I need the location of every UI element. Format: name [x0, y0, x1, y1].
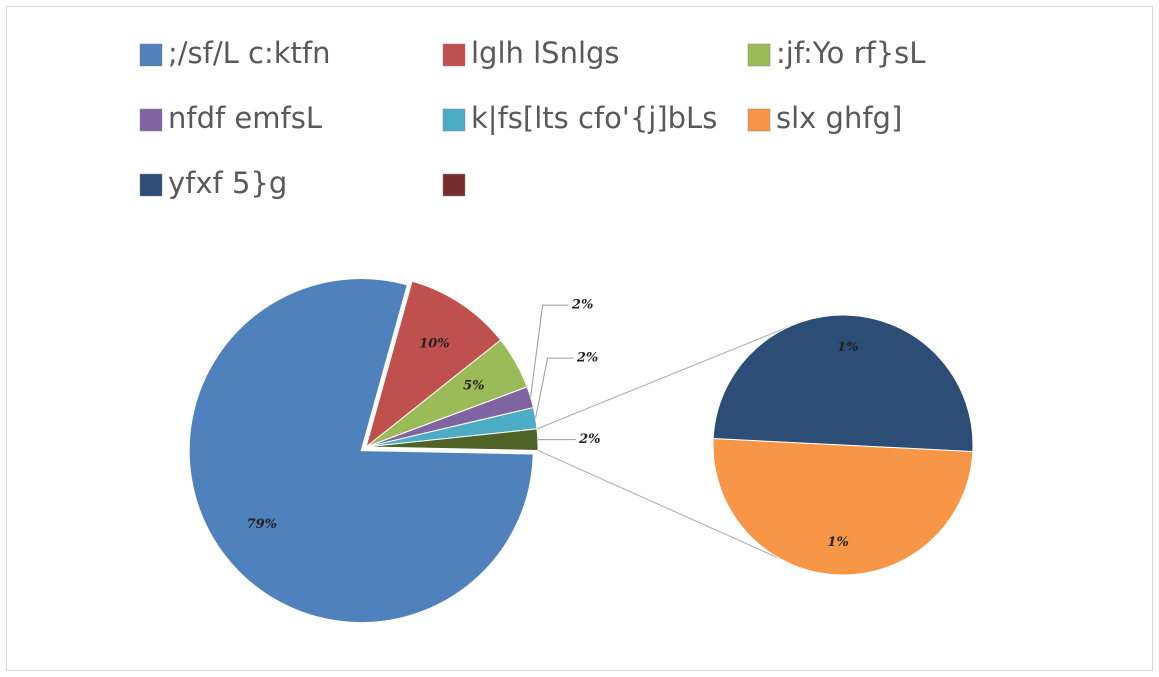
- legend-label: slx ghfg]: [776, 101, 902, 135]
- connector-line: [536, 320, 804, 430]
- legend-swatch: [139, 108, 163, 132]
- legend-swatch: [139, 173, 163, 197]
- pie-slice: [365, 280, 502, 449]
- leader-line: [530, 304, 569, 398]
- legend-label: lglh lSnlgs: [471, 36, 620, 70]
- legend-label: yfxf 5}g: [168, 166, 287, 200]
- legend-swatch: [442, 173, 466, 197]
- legend-label: :jf:Yo rf}sL: [776, 36, 925, 70]
- data-label: 5%: [463, 379, 484, 394]
- legend-swatch: [747, 108, 771, 132]
- legend-label: nfdf emfsL: [168, 101, 322, 135]
- legend-swatch: [747, 43, 771, 67]
- legend-swatch: [442, 108, 466, 132]
- pie-slice: [712, 437, 974, 576]
- data-label: 2%: [578, 432, 600, 447]
- leader-line: [535, 357, 574, 419]
- data-label: 2%: [576, 351, 598, 366]
- legend-label: ;/sf/L c:ktfn: [168, 36, 330, 70]
- legend-swatch: [442, 43, 466, 67]
- chart-frame: [6, 6, 1153, 671]
- pie-slice: [188, 278, 534, 624]
- data-label: 79%: [247, 517, 277, 532]
- connector-line: [537, 449, 804, 570]
- data-label: 10%: [419, 336, 449, 351]
- data-label: 2%: [571, 298, 593, 313]
- data-label: 1%: [837, 340, 858, 355]
- data-label: 1%: [827, 535, 848, 550]
- pie-slice: [712, 314, 974, 453]
- legend-swatch: [139, 43, 163, 67]
- legend-label: k|fs[lts cfo'{j]bLs: [471, 101, 717, 135]
